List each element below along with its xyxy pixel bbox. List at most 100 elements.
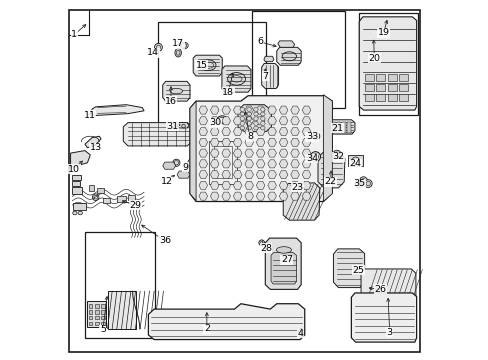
- Ellipse shape: [154, 43, 162, 51]
- Ellipse shape: [312, 133, 319, 140]
- Ellipse shape: [310, 152, 320, 162]
- Text: 29: 29: [129, 201, 141, 210]
- Polygon shape: [279, 106, 287, 114]
- Text: 34: 34: [305, 154, 317, 163]
- Bar: [72, 175, 81, 180]
- Polygon shape: [256, 138, 264, 147]
- Text: 11: 11: [83, 111, 95, 120]
- Polygon shape: [290, 181, 299, 189]
- Text: 30: 30: [208, 118, 221, 127]
- Polygon shape: [260, 126, 265, 130]
- Polygon shape: [210, 106, 219, 114]
- Text: 13: 13: [89, 143, 102, 152]
- Polygon shape: [210, 192, 219, 200]
- Bar: [375, 74, 384, 81]
- Bar: [101, 316, 104, 319]
- Polygon shape: [199, 192, 207, 200]
- Bar: [73, 203, 85, 211]
- Polygon shape: [244, 160, 253, 168]
- Bar: [346, 122, 350, 133]
- Ellipse shape: [172, 159, 180, 166]
- Polygon shape: [279, 160, 287, 168]
- Polygon shape: [279, 149, 287, 157]
- Polygon shape: [244, 117, 253, 125]
- Ellipse shape: [297, 329, 304, 336]
- Text: 27: 27: [280, 255, 292, 264]
- Polygon shape: [246, 121, 251, 125]
- Polygon shape: [210, 160, 219, 168]
- Bar: [97, 188, 104, 193]
- Polygon shape: [244, 149, 253, 157]
- Polygon shape: [222, 160, 230, 168]
- Bar: [102, 198, 110, 203]
- Bar: [72, 187, 81, 194]
- Polygon shape: [233, 127, 242, 136]
- Ellipse shape: [312, 154, 318, 159]
- Polygon shape: [233, 160, 242, 168]
- Bar: [251, 12, 344, 108]
- Bar: [375, 84, 384, 91]
- Bar: [101, 305, 104, 308]
- Text: 10: 10: [68, 165, 80, 174]
- Polygon shape: [210, 181, 219, 189]
- Bar: [364, 94, 373, 101]
- Polygon shape: [302, 127, 310, 136]
- Polygon shape: [270, 252, 296, 284]
- Text: 7: 7: [262, 72, 268, 81]
- Text: 22: 22: [324, 177, 336, 186]
- Text: 32: 32: [332, 152, 344, 161]
- Bar: [94, 316, 99, 319]
- Polygon shape: [302, 171, 310, 179]
- Polygon shape: [277, 41, 294, 47]
- Polygon shape: [163, 162, 175, 169]
- Ellipse shape: [359, 177, 367, 185]
- Polygon shape: [260, 112, 265, 116]
- Polygon shape: [253, 121, 258, 125]
- Bar: [128, 195, 135, 200]
- Polygon shape: [276, 47, 301, 65]
- Polygon shape: [267, 149, 276, 157]
- Polygon shape: [199, 138, 207, 147]
- Bar: [336, 122, 340, 133]
- Text: 23: 23: [291, 183, 303, 192]
- Text: 14: 14: [147, 48, 159, 57]
- Bar: [88, 305, 92, 308]
- Polygon shape: [222, 117, 230, 125]
- Polygon shape: [244, 106, 253, 114]
- Bar: [398, 84, 407, 91]
- Polygon shape: [279, 181, 287, 189]
- Ellipse shape: [364, 180, 371, 188]
- Polygon shape: [85, 136, 101, 148]
- Polygon shape: [260, 121, 265, 125]
- Polygon shape: [70, 150, 90, 167]
- Ellipse shape: [200, 60, 216, 71]
- Polygon shape: [199, 149, 207, 157]
- Bar: [107, 291, 136, 329]
- Polygon shape: [256, 149, 264, 157]
- Polygon shape: [279, 171, 287, 179]
- Polygon shape: [267, 106, 276, 114]
- Text: 20: 20: [367, 54, 380, 63]
- Polygon shape: [302, 149, 310, 157]
- Bar: [387, 84, 396, 91]
- Polygon shape: [123, 123, 192, 146]
- Polygon shape: [210, 138, 219, 147]
- Polygon shape: [317, 152, 344, 188]
- Bar: [72, 181, 80, 186]
- Polygon shape: [267, 160, 276, 168]
- Bar: [94, 321, 99, 325]
- Polygon shape: [238, 105, 271, 132]
- Polygon shape: [244, 127, 253, 136]
- Polygon shape: [222, 66, 250, 92]
- Text: 2: 2: [203, 324, 209, 333]
- Bar: [214, 146, 231, 178]
- Polygon shape: [267, 171, 276, 179]
- Polygon shape: [267, 181, 276, 189]
- Polygon shape: [256, 117, 264, 125]
- Text: 6: 6: [257, 37, 263, 46]
- Polygon shape: [302, 192, 310, 200]
- Polygon shape: [290, 117, 299, 125]
- Polygon shape: [244, 138, 253, 147]
- Polygon shape: [163, 81, 190, 101]
- Polygon shape: [177, 171, 190, 178]
